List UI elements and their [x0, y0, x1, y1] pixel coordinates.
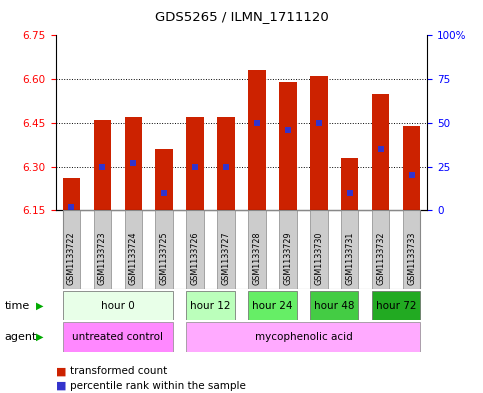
- Text: GSM1133729: GSM1133729: [284, 231, 293, 285]
- Text: GSM1133722: GSM1133722: [67, 231, 75, 285]
- Text: time: time: [5, 301, 30, 310]
- Text: GSM1133728: GSM1133728: [253, 231, 261, 285]
- Text: GSM1133727: GSM1133727: [222, 231, 230, 285]
- Bar: [217, 210, 235, 289]
- Text: hour 12: hour 12: [190, 301, 231, 310]
- Bar: [156, 149, 172, 210]
- Bar: [341, 210, 358, 289]
- Text: GSM1133726: GSM1133726: [190, 231, 199, 285]
- Bar: [217, 117, 235, 210]
- Text: hour 48: hour 48: [314, 301, 355, 310]
- Text: ▶: ▶: [36, 301, 44, 310]
- Bar: [156, 210, 172, 289]
- Bar: [311, 291, 358, 320]
- Bar: [372, 94, 389, 210]
- Text: mycophenolic acid: mycophenolic acid: [255, 332, 353, 342]
- Text: GSM1133723: GSM1133723: [98, 231, 107, 285]
- Bar: [94, 120, 111, 210]
- Text: GSM1133733: GSM1133733: [408, 231, 416, 285]
- Text: untreated control: untreated control: [72, 332, 163, 342]
- Bar: [403, 126, 421, 210]
- Text: GSM1133732: GSM1133732: [376, 231, 385, 285]
- Bar: [186, 210, 203, 289]
- Bar: [62, 210, 80, 289]
- Text: transformed count: transformed count: [70, 366, 167, 376]
- Bar: [62, 322, 172, 352]
- Bar: [248, 210, 266, 289]
- Text: GSM1133725: GSM1133725: [159, 231, 169, 285]
- Text: agent: agent: [5, 332, 37, 342]
- Bar: [248, 70, 266, 210]
- Text: ■: ■: [56, 366, 66, 376]
- Bar: [94, 210, 111, 289]
- Bar: [311, 76, 327, 210]
- Bar: [248, 291, 297, 320]
- Text: GDS5265 / ILMN_1711120: GDS5265 / ILMN_1711120: [155, 10, 328, 23]
- Bar: [372, 210, 389, 289]
- Bar: [311, 210, 327, 289]
- Text: GSM1133730: GSM1133730: [314, 231, 324, 285]
- Text: hour 0: hour 0: [100, 301, 134, 310]
- Text: GSM1133731: GSM1133731: [345, 231, 355, 285]
- Bar: [341, 158, 358, 210]
- Bar: [280, 210, 297, 289]
- Bar: [62, 291, 172, 320]
- Text: ▶: ▶: [36, 332, 44, 342]
- Bar: [280, 82, 297, 210]
- Text: GSM1133724: GSM1133724: [128, 231, 138, 285]
- Text: hour 72: hour 72: [376, 301, 417, 310]
- Text: hour 24: hour 24: [252, 301, 293, 310]
- Bar: [372, 291, 421, 320]
- Bar: [125, 210, 142, 289]
- Text: ■: ■: [56, 381, 66, 391]
- Bar: [403, 210, 421, 289]
- Bar: [186, 322, 421, 352]
- Bar: [62, 178, 80, 210]
- Bar: [186, 117, 203, 210]
- Bar: [125, 117, 142, 210]
- Text: percentile rank within the sample: percentile rank within the sample: [70, 381, 246, 391]
- Bar: [186, 291, 235, 320]
